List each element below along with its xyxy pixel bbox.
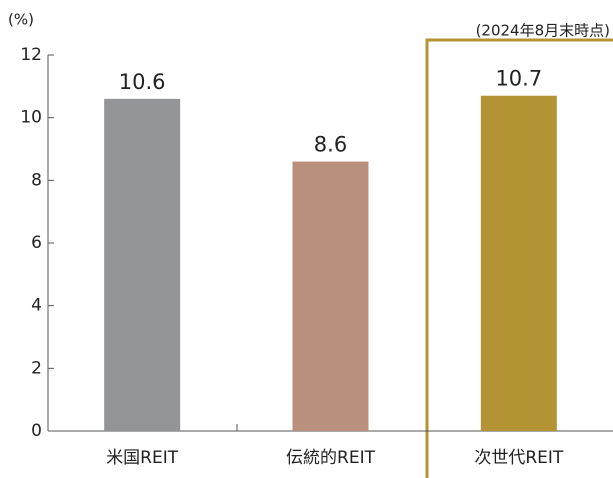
highlight-box bbox=[425, 38, 613, 478]
data-label: 10.7 bbox=[495, 67, 542, 91]
note: (2024年8月末時点) bbox=[476, 22, 610, 40]
y-tick-label: 6 bbox=[31, 233, 42, 253]
x-tick-label: 米国REIT bbox=[106, 448, 179, 468]
y-tick-label: 10 bbox=[20, 108, 42, 128]
y-tick-label: 2 bbox=[31, 358, 42, 378]
y-tick-label: 12 bbox=[20, 45, 42, 65]
bar bbox=[292, 161, 369, 432]
bar bbox=[480, 95, 557, 431]
y-tick-label: 8 bbox=[31, 170, 42, 190]
unit-label: (%) bbox=[8, 11, 34, 29]
y-tick-label: 4 bbox=[31, 296, 42, 316]
x-tick-label: 伝統的REIT bbox=[286, 448, 376, 468]
data-label: 10.6 bbox=[119, 70, 166, 94]
x-tick-label: 次世代REIT bbox=[474, 448, 564, 468]
y-tick-label: 0 bbox=[31, 421, 42, 441]
data-label: 8.6 bbox=[314, 133, 347, 157]
bar bbox=[104, 98, 181, 431]
